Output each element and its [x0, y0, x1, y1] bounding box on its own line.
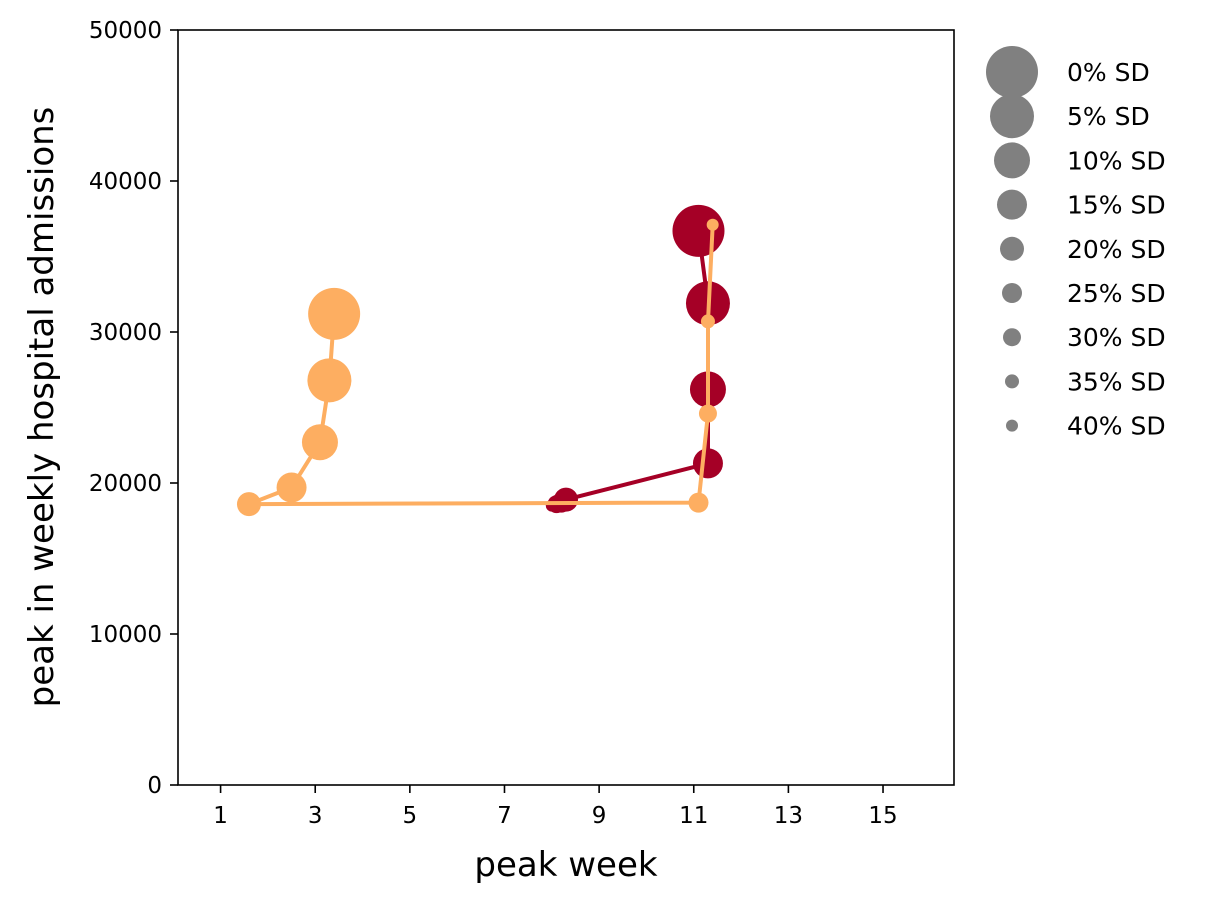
legend-marker — [1006, 419, 1018, 432]
legend-label: 5% SD — [1067, 102, 1150, 131]
legend: 0% SD 5% SD 10% SD 15% SD 20% SD 25% SD 30% SD… — [986, 46, 1166, 441]
legend-marker — [990, 94, 1034, 139]
x-tick-label: 7 — [497, 803, 512, 829]
data-point — [692, 448, 723, 479]
series-line — [551, 230, 710, 508]
x-tick-label: 1 — [213, 803, 228, 829]
y-axis-label: peak in weekly hospital admissions — [22, 107, 62, 708]
legend-label: 35% SD — [1067, 367, 1166, 396]
data-point — [307, 358, 352, 403]
plot-frame — [177, 29, 955, 786]
legend-label: 25% SD — [1067, 279, 1166, 308]
data-point — [236, 492, 261, 517]
y-tick-label: 20000 — [89, 471, 162, 497]
series-layer — [236, 204, 730, 517]
data-point — [688, 492, 709, 513]
series-2 — [236, 218, 719, 517]
x-axis: 1 3 5 7 9 11 13 15 — [213, 785, 898, 829]
data-point — [308, 287, 361, 340]
legend-marker — [986, 46, 1038, 98]
legend-label: 0% SD — [1067, 58, 1150, 87]
x-tick-label: 11 — [679, 803, 708, 829]
legend-label: 40% SD — [1067, 412, 1166, 441]
data-point — [706, 218, 719, 231]
y-axis: 0 10000 20000 30000 40000 50000 — [89, 18, 178, 799]
x-tick-label: 3 — [308, 803, 323, 829]
legend-marker — [1005, 374, 1019, 389]
legend-marker — [1003, 328, 1021, 347]
data-point — [301, 424, 338, 461]
legend-marker — [997, 189, 1027, 220]
legend-label: 30% SD — [1067, 323, 1166, 352]
x-tick-label: 13 — [774, 803, 803, 829]
x-tick-label: 15 — [868, 803, 897, 829]
legend-marker — [994, 142, 1030, 179]
x-axis-label: peak week — [474, 845, 657, 885]
data-point — [672, 204, 725, 257]
legend-label: 20% SD — [1067, 235, 1166, 264]
data-point — [698, 404, 717, 423]
data-point — [276, 472, 307, 503]
y-tick-label: 50000 — [89, 18, 162, 44]
legend-marker — [1002, 283, 1022, 303]
legend-label: 15% SD — [1067, 191, 1166, 220]
x-tick-label: 9 — [592, 803, 607, 829]
y-tick-label: 0 — [147, 773, 162, 799]
x-tick-label: 5 — [403, 803, 418, 829]
data-point — [700, 314, 715, 329]
legend-marker — [1000, 236, 1024, 261]
y-tick-label: 10000 — [89, 622, 162, 648]
legend-label: 10% SD — [1067, 146, 1166, 175]
y-tick-label: 30000 — [89, 320, 162, 346]
y-tick-label: 40000 — [89, 169, 162, 195]
